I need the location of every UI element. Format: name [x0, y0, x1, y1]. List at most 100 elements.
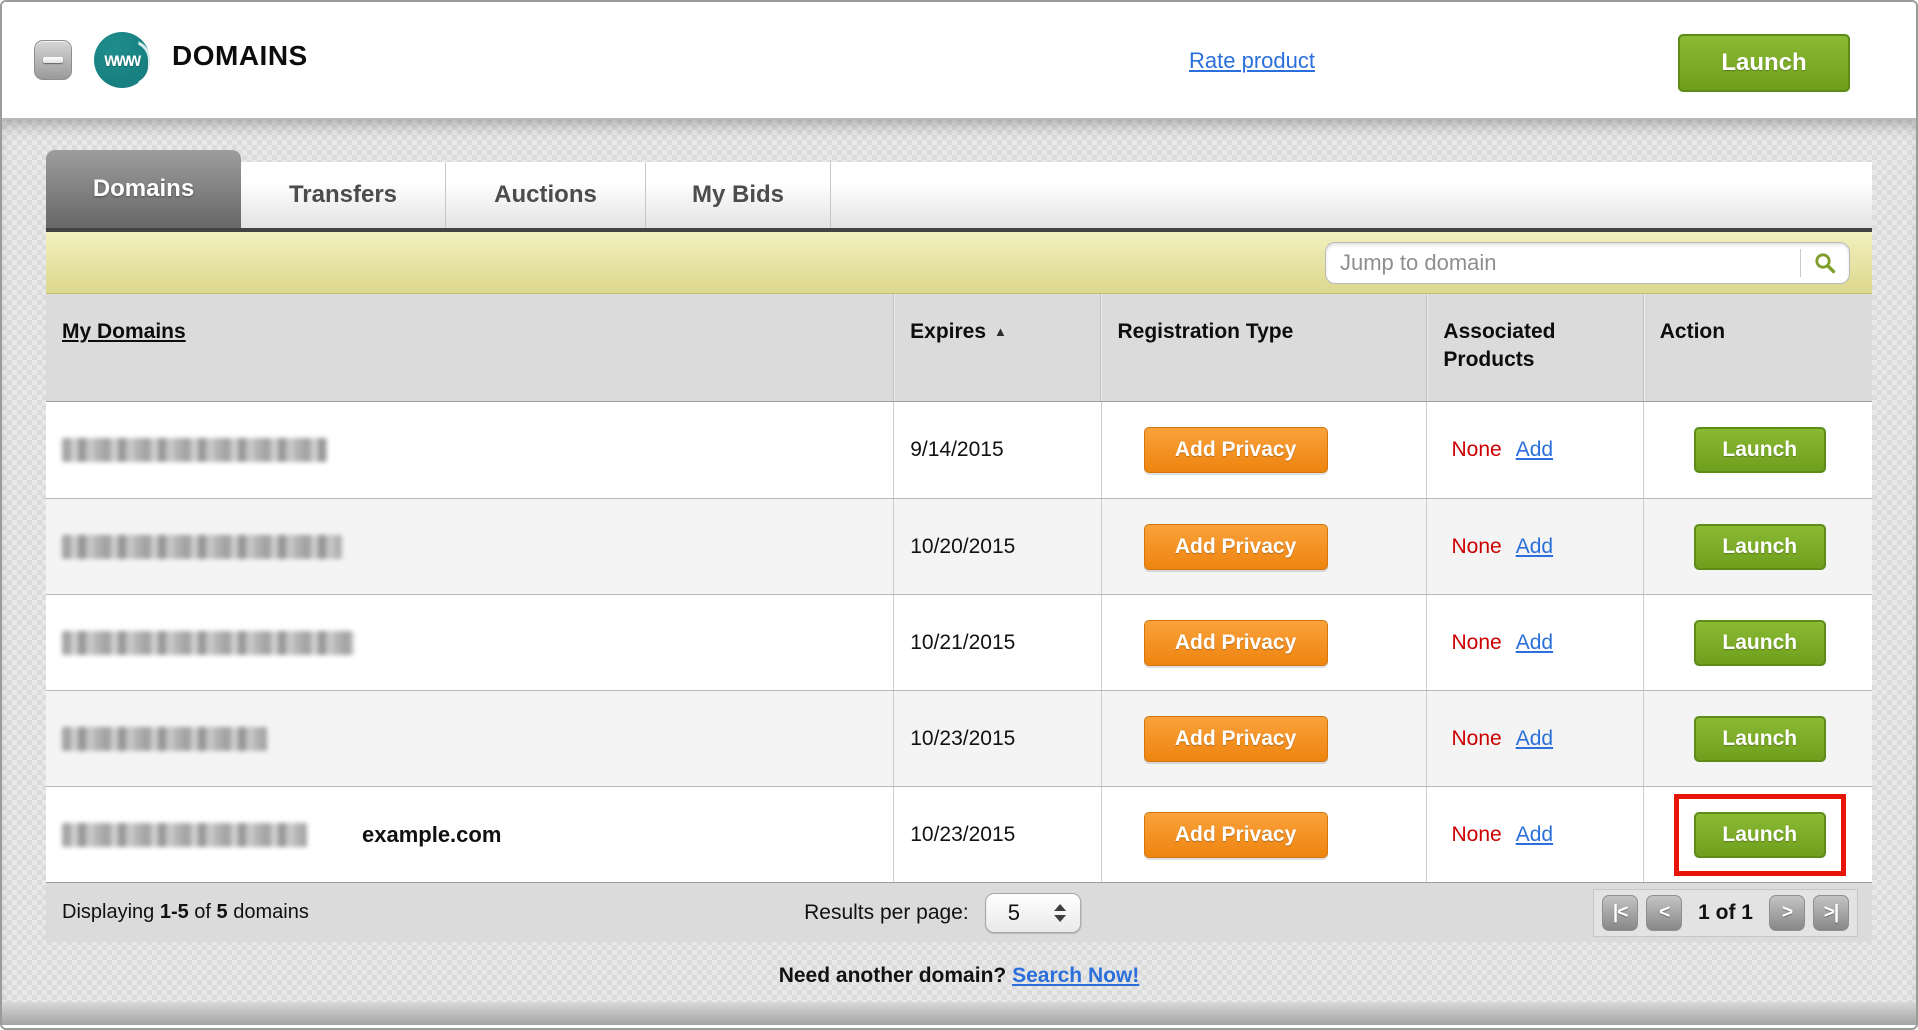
associated-products-value: None	[1451, 822, 1502, 846]
table-row: 10/20/2015 Add Privacy None Add Launch	[46, 498, 1872, 594]
table-row: 9/14/2015 Add Privacy None Add Launch	[46, 402, 1872, 498]
column-header-associated-products: Associated Products	[1426, 294, 1642, 401]
launch-highlight-box: Launch	[1674, 602, 1846, 684]
previous-page-button[interactable]: <	[1646, 894, 1683, 931]
launch-button[interactable]: Launch	[1693, 523, 1826, 570]
redacted-domain-name	[62, 630, 354, 655]
results-per-page-label: Results per page:	[804, 900, 969, 924]
bottom-strip	[2, 1002, 1916, 1028]
launch-highlight-box: Launch	[1674, 506, 1846, 588]
displaying-of: of	[194, 901, 211, 923]
pagination-controls: |< < 1 of 1 > >|	[1593, 888, 1858, 937]
redacted-domain-name	[62, 438, 327, 462]
rate-product-link[interactable]: Rate product	[1189, 48, 1315, 73]
domain-note: example.com	[362, 821, 502, 847]
table-body: 9/14/2015 Add Privacy None Add Launch 10…	[46, 402, 1872, 882]
results-per-page-value: 5	[1007, 899, 1020, 925]
associated-products-value: None	[1451, 438, 1502, 461]
expires-date: 10/21/2015	[910, 630, 1016, 654]
workspace-background: Domains Transfers Auctions My Bids	[2, 120, 1916, 1006]
redacted-domain-name	[62, 726, 267, 751]
displaying-range: 1-5	[159, 901, 189, 923]
sort-ascending-icon: ▲	[994, 324, 1007, 339]
top-header-bar: www DOMAINS Rate product Launch	[2, 2, 1916, 120]
add-privacy-button[interactable]: Add Privacy	[1143, 523, 1328, 570]
displaying-total: 5	[216, 901, 228, 923]
expires-date: 10/23/2015	[910, 726, 1016, 750]
launch-button[interactable]: Launch	[1693, 811, 1826, 858]
collapse-button[interactable]	[34, 40, 72, 80]
tab-auctions-label: Auctions	[494, 181, 597, 208]
tab-domains-label: Domains	[92, 175, 195, 202]
column-header-action: Action	[1642, 294, 1872, 401]
domains-table: My Domains Expires ▲ Registration Type As…	[46, 294, 1872, 942]
tab-bar: Domains Transfers Auctions My Bids	[46, 120, 1872, 232]
table-row: example.com 10/23/2015 Add Privacy None …	[46, 786, 1872, 882]
associated-products-value: None	[1451, 630, 1502, 654]
tab-transfers-label: Transfers	[288, 181, 398, 208]
expires-date: 10/20/2015	[910, 534, 1016, 558]
tab-my-bids[interactable]: My Bids	[646, 162, 831, 228]
add-product-link[interactable]: Add	[1515, 822, 1554, 846]
tab-my-bids-label: My Bids	[691, 181, 784, 208]
displaying-label: Displaying	[62, 901, 155, 923]
column-header-my-domains: My Domains	[46, 294, 893, 401]
results-per-page-select[interactable]: 5	[984, 892, 1081, 933]
launch-button[interactable]: Launch	[1693, 715, 1826, 762]
add-privacy-button[interactable]: Add Privacy	[1143, 427, 1328, 473]
add-product-link[interactable]: Add	[1515, 438, 1554, 461]
jump-to-domain-input[interactable]	[1326, 249, 1800, 276]
table-row: 10/21/2015 Add Privacy None Add Launch	[46, 594, 1872, 690]
column-header-expires: Expires ▲	[893, 294, 1100, 401]
tab-domains[interactable]: Domains	[46, 150, 241, 228]
launch-button[interactable]: Launch	[1693, 619, 1826, 666]
results-per-page-group: Results per page: 5	[804, 892, 1081, 933]
expires-date: 9/14/2015	[910, 438, 1004, 461]
page-title: DOMAINS	[172, 40, 308, 71]
tab-auctions[interactable]: Auctions	[446, 162, 646, 228]
launch-highlight-box: Launch	[1674, 698, 1846, 780]
tab-transfers[interactable]: Transfers	[241, 162, 446, 228]
add-privacy-button[interactable]: Add Privacy	[1143, 715, 1328, 762]
header-launch-button[interactable]: Launch	[1678, 34, 1850, 92]
table-header-row: My Domains Expires ▲ Registration Type As…	[46, 294, 1872, 402]
redacted-domain-name	[62, 822, 307, 847]
launch-highlight-box: Launch	[1673, 793, 1846, 876]
need-domain-text: Need another domain?	[778, 964, 1007, 987]
my-domains-sort-link[interactable]: My Domains	[62, 320, 186, 343]
search-icon	[1815, 252, 1836, 273]
table-footer-bar: Displaying 1-5 of 5 domains Results per …	[46, 882, 1872, 942]
expires-date: 10/23/2015	[910, 822, 1016, 846]
add-product-link[interactable]: Add	[1515, 630, 1554, 654]
associated-products-value: None	[1451, 534, 1502, 558]
launch-button[interactable]: Launch	[1693, 427, 1826, 473]
search-now-link[interactable]: Search Now!	[1012, 964, 1140, 987]
displaying-status: Displaying 1-5 of 5 domains	[46, 901, 309, 924]
need-domain-prompt: Need another domain? Search Now!	[46, 964, 1872, 988]
displaying-suffix: domains	[233, 901, 309, 923]
launch-highlight-box: Launch	[1674, 409, 1846, 491]
redacted-domain-name	[62, 534, 342, 559]
select-stepper-icon	[1053, 903, 1066, 922]
add-privacy-button[interactable]: Add Privacy	[1143, 811, 1328, 858]
next-page-button[interactable]: >	[1769, 894, 1805, 931]
domain-search-bar	[46, 232, 1872, 294]
jump-to-domain-box	[1325, 241, 1850, 284]
column-header-registration-type: Registration Type	[1100, 294, 1426, 401]
add-product-link[interactable]: Add	[1515, 726, 1554, 750]
table-row: 10/23/2015 Add Privacy None Add Launch	[46, 690, 1872, 786]
tab-bar-filler	[831, 162, 1872, 228]
page-status: 1 of 1	[1698, 900, 1753, 924]
search-divider	[1800, 248, 1801, 277]
first-page-button[interactable]: |<	[1602, 894, 1639, 931]
www-icon-text: www	[104, 48, 141, 71]
add-product-link[interactable]: Add	[1515, 534, 1554, 558]
associated-products-value: None	[1451, 726, 1502, 750]
search-button[interactable]	[1801, 243, 1849, 283]
domains-product-icon: www	[94, 32, 150, 88]
last-page-button[interactable]: >|	[1813, 894, 1849, 931]
minus-icon	[43, 57, 63, 63]
add-privacy-button[interactable]: Add Privacy	[1143, 619, 1328, 666]
expires-sort-link[interactable]: Expires	[910, 320, 987, 343]
